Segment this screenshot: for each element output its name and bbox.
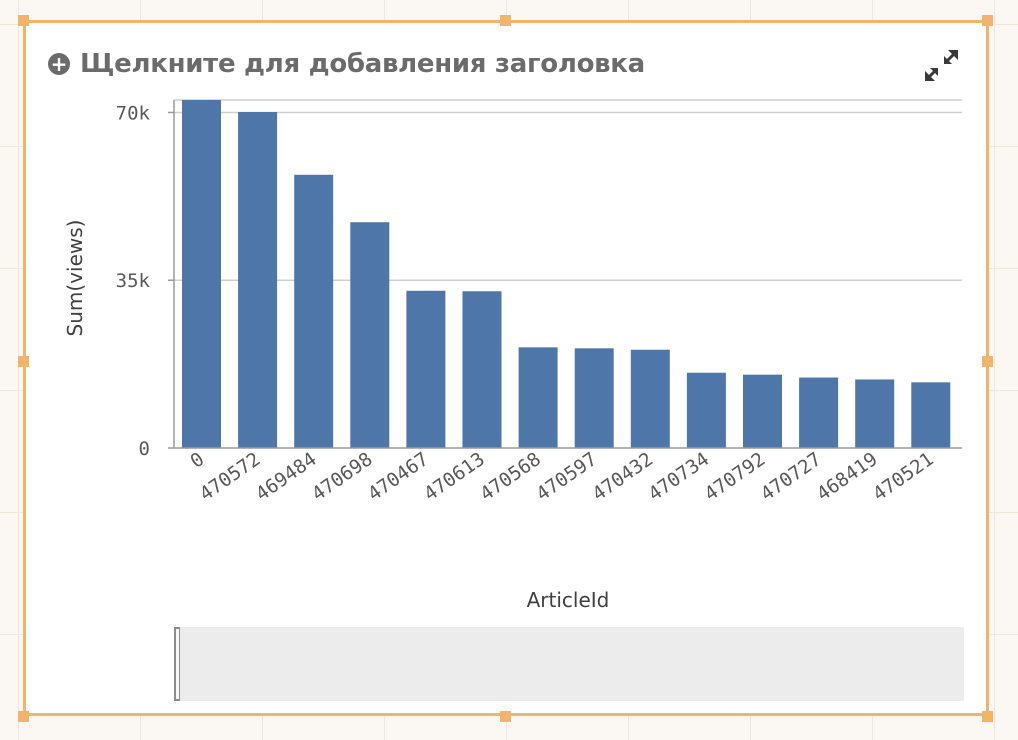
x-tick-label: 470734: [644, 448, 713, 505]
y-tick-label: 35k: [116, 270, 151, 292]
y-tick-label: 70k: [116, 102, 151, 124]
resize-handle-top[interactable]: [500, 15, 511, 26]
x-tick-label: 469484: [252, 448, 321, 505]
bar-470613[interactable]: [462, 291, 502, 448]
scrollbar-thumb[interactable]: [174, 627, 180, 701]
title-row[interactable]: + Щелкните для добавления заголовка: [48, 44, 645, 84]
bar-470467[interactable]: [406, 290, 446, 448]
bar-470521[interactable]: [911, 382, 951, 448]
x-tick-label: 470597: [532, 448, 601, 505]
x-axis-title: ArticleId: [527, 588, 610, 612]
y-tick-label: 0: [139, 438, 150, 460]
bar-470432[interactable]: [630, 349, 670, 448]
resize-handle-top-left[interactable]: [18, 15, 29, 26]
x-tick-label: 470568: [476, 448, 545, 505]
resize-handle-top-right[interactable]: [982, 15, 993, 26]
bar-470597[interactable]: [574, 348, 614, 448]
bar-469484[interactable]: [294, 174, 334, 448]
x-tick-label: 470467: [364, 448, 433, 505]
x-tick-label: 470792: [701, 448, 770, 505]
x-tick-label: 470727: [757, 448, 826, 505]
x-tick-label: 470432: [588, 448, 657, 505]
x-tick-label: 470613: [420, 448, 489, 505]
bar-470727[interactable]: [799, 377, 839, 448]
resize-handle-bottom-right[interactable]: [982, 711, 993, 722]
resize-handle-left[interactable]: [18, 356, 29, 367]
resize-handle-bottom-left[interactable]: [18, 711, 29, 722]
bar-470792[interactable]: [743, 374, 782, 448]
x-tick-label: 470572: [196, 448, 265, 505]
resize-handle-right[interactable]: [982, 356, 993, 367]
bar-470698[interactable]: [350, 222, 390, 448]
x-tick-label: 0: [186, 448, 208, 473]
plus-circle-icon[interactable]: +: [48, 53, 70, 75]
x-tick-label: 470521: [869, 448, 938, 505]
y-axis-title: Sum(views): [63, 220, 87, 337]
bar-468419[interactable]: [855, 379, 895, 448]
resize-handle-bottom[interactable]: [500, 711, 511, 722]
bar-470572[interactable]: [238, 111, 278, 449]
bar-470568[interactable]: [518, 347, 558, 448]
chart-title[interactable]: Щелкните для добавления заголовка: [80, 49, 645, 79]
expand-icon[interactable]: [922, 48, 960, 84]
bar-470734[interactable]: [686, 372, 726, 448]
x-tick-label: 468419: [813, 448, 882, 505]
x-tick-label: 470698: [308, 448, 377, 505]
bar-0[interactable]: [182, 100, 221, 448]
chart-scrollbar[interactable]: [174, 627, 964, 701]
